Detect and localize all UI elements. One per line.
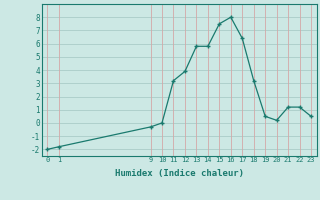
X-axis label: Humidex (Indice chaleur): Humidex (Indice chaleur) [115, 169, 244, 178]
